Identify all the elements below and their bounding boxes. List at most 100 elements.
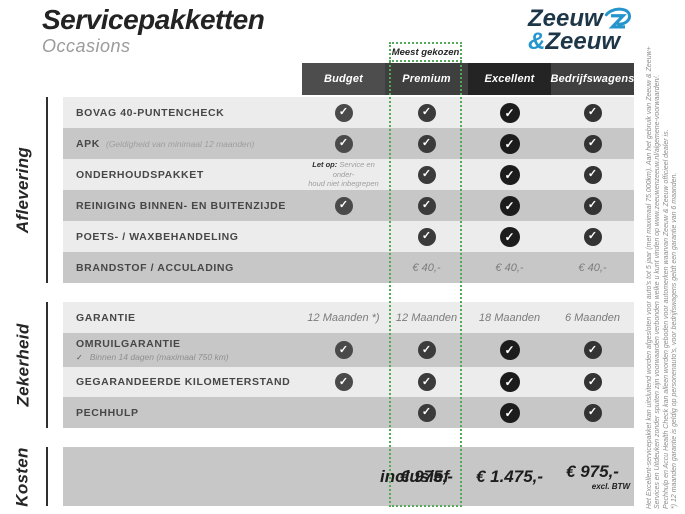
column-header-bedrijfswagens: Bedrijfswagens [550,63,634,95]
table-cell: ✓ [302,190,385,221]
cell-value: 12 Maanden [395,311,458,324]
table-cell: ✓ [468,159,551,190]
row-label-text: BRANDSTOF / ACCULADING [76,261,234,274]
check-icon: ✓ [417,196,436,215]
table-cell: ✓ [468,367,551,397]
table-cell: ✓ [385,367,468,397]
row-label-text: ONDERHOUDSPAKKET [76,168,204,181]
row-label: PECHHULP [76,397,139,428]
row-label-text: PECHHULP [76,406,139,419]
column-header-excellent: Excellent [468,63,551,95]
price-value: € 975,- [400,466,453,486]
subnote-check-icon: ✓ [76,353,83,362]
cell-value: € 40,- [495,261,524,274]
table-cell: ✓ [551,128,634,159]
table-cell: € 40,- [385,252,468,283]
row-label: REINIGING BINNEN- EN BUITENZIJDE [76,190,286,221]
check-icon: ✓ [417,341,436,359]
check-icon: ✓ [499,340,520,360]
check-icon: ✓ [499,133,520,154]
section-label-zekerheid: Zekerheid [13,323,33,407]
row-label-text: GEGARANDEERDE KILOMETERSTAND [76,376,291,388]
table-cell: ✓ [468,333,551,367]
row-label: POETS- / WAXBEHANDELING [76,221,239,252]
table-cell: ✓ [468,221,551,252]
check-icon: ✓ [499,195,520,216]
table-cell: ✓ [385,97,468,128]
row-label: APK (Geldigheid van minimaal 12 maanden) [76,128,254,159]
column-header-budget: Budget [302,63,385,95]
table-cell: ✓ [551,333,634,367]
row-label: OMRUILGARANTIE ✓ Binnen 14 dagen (maximaal… [76,333,229,367]
table-cell: ✓ [385,221,468,252]
price-cell: € 975,- [385,447,468,506]
row-label: BOVAG 40-PUNTENCHECK [76,97,224,128]
logo-ampersand: & [528,28,546,55]
table-cell: 12 Maanden [385,302,468,333]
table-cell [302,397,385,428]
row-label-text: APK [76,137,100,150]
cell-value: € 40,- [578,261,607,274]
check-icon: ✓ [499,102,520,123]
table-cell: ✓ [468,190,551,221]
table-cell: ✓ [385,190,468,221]
most-chosen-badge-label: Meest gekozen [391,46,460,58]
section-label-wrap: Kosten [2,447,44,506]
check-icon: ✓ [334,373,353,391]
table-cell: 12 Maanden *) [302,302,385,333]
row-subnote-text: Binnen 14 dagen (maximaal 750 km) [89,352,229,362]
section-divider-line [46,302,48,428]
check-icon: ✓ [334,196,353,215]
check-icon: ✓ [334,341,353,359]
title-block: Servicepakketten Occasions [42,4,265,57]
table-row: GEGARANDEERDE KILOMETERSTAND ✓ ✓ ✓ ✓ [63,367,634,397]
page-title: Servicepakketten [42,4,265,35]
check-icon: ✓ [417,227,436,246]
table-cell: ✓ [302,367,385,397]
check-icon: ✓ [583,341,602,359]
table-cell [302,252,385,283]
row-label-note: (Geldigheid van minimaal 12 maanden) [105,138,255,149]
table-row: REINIGING BINNEN- EN BUITENZIJDE ✓ ✓ ✓ ✓ [63,190,634,221]
kosten-row-label: inclusief [380,466,449,486]
check-icon: ✓ [583,103,602,122]
cell-value: 12 Maanden *) [307,311,380,324]
table-cell: Let op: Service en onder-houd niet inbeg… [302,159,385,190]
check-icon: ✓ [499,372,520,392]
check-icon: ✓ [583,227,602,246]
section-divider-line [46,447,48,506]
table-row: APK (Geldigheid van minimaal 12 maanden) ✓… [63,128,634,159]
row-label-text: OMRUILGARANTIE [76,338,181,350]
table-cell: ✓ [302,333,385,367]
table-row: OMRUILGARANTIE ✓ Binnen 14 dagen (maximaal… [63,333,634,367]
table-row: PECHHULP ✓ ✓ ✓ [63,397,634,428]
price-cell: € 1.475,- [468,447,551,506]
section-divider-line [46,97,48,283]
price-note: excl. BTW [591,482,630,491]
cell-note-line: Service en onder- [332,159,375,179]
table-row: GARANTIE 12 Maanden *) 12 Maanden 18 Maande… [63,302,634,333]
check-icon: ✓ [334,134,353,153]
price-value: € 1.475,- [475,466,544,486]
check-icon: ✓ [583,373,602,391]
section-label-aflevering: Aflevering [13,146,33,234]
cell-note: Let op: Service en onder-houd niet inbeg… [302,160,385,189]
table-row: ONDERHOUDSPAKKET Let op: Service en onder… [63,159,634,190]
table-row: POETS- / WAXBEHANDELING ✓ ✓ ✓ [63,221,634,252]
table-cell: ✓ [385,159,468,190]
column-header-premium: Premium [385,63,468,95]
check-icon: ✓ [499,402,520,423]
footnote-line: Services en Uitdeuken zonder spuiten zij… [654,74,662,509]
row-label-text: GARANTIE [76,311,136,324]
cell-value: € 40,- [412,261,441,274]
table-cell: ✓ [385,397,468,428]
check-icon: ✓ [583,134,602,153]
check-icon: ✓ [583,403,602,422]
row-label-text: BOVAG 40-PUNTENCHECK [76,106,225,119]
logo-line-2: &Zeeuw [528,30,632,54]
section-label-kosten: Kosten [13,446,33,507]
check-icon: ✓ [583,196,602,215]
section-label-wrap: Aflevering [2,97,44,283]
table-cell: ✓ [468,128,551,159]
